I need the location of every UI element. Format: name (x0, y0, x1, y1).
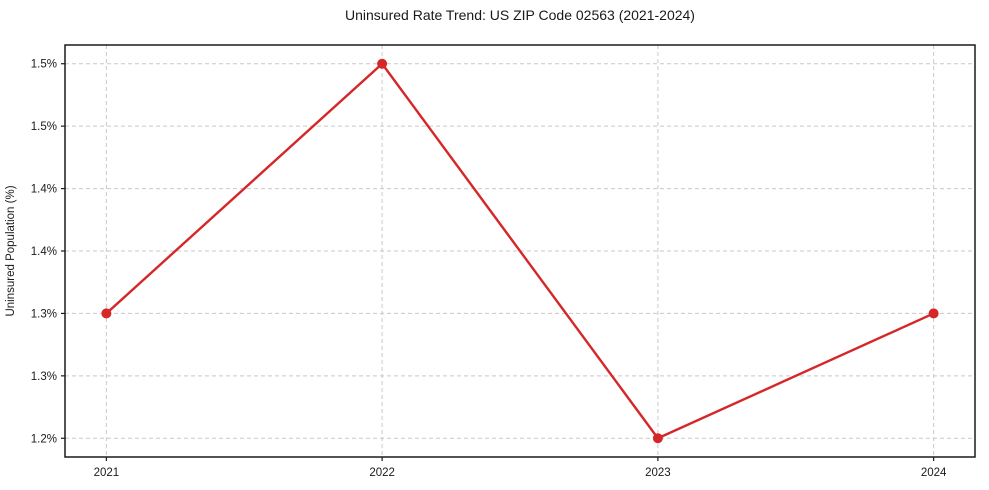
y-tick-label: 1.4% (31, 184, 57, 196)
data-point-marker (377, 58, 388, 69)
x-tick-label: 2022 (369, 467, 395, 479)
data-series (101, 58, 939, 444)
y-tick-label: 1.5% (31, 121, 57, 133)
trend-line (105, 62, 935, 440)
y-axis-label: Uninsured Population (%) (5, 185, 17, 316)
chart-title: Uninsured Rate Trend: US ZIP Code 02563 … (345, 7, 695, 23)
data-point-marker (928, 308, 939, 319)
data-point-marker (101, 308, 112, 319)
y-tick-label: 1.3% (31, 308, 57, 320)
x-tick-label: 2023 (645, 467, 671, 479)
gridlines (65, 45, 975, 457)
y-tick-label: 1.4% (31, 246, 57, 258)
x-tick-label: 2024 (921, 467, 947, 479)
y-axis-ticks: 1.5% 1.5% 1.4% 1.4% 1.3% 1.3% 1.2% (31, 59, 65, 445)
y-tick-label: 1.2% (31, 433, 57, 445)
data-point-marker (652, 433, 663, 444)
x-tick-label: 2021 (94, 467, 120, 479)
y-tick-label: 1.5% (31, 59, 57, 71)
y-tick-label: 1.3% (31, 371, 57, 383)
x-axis-ticks: 2021 2022 2023 2024 (94, 457, 947, 479)
